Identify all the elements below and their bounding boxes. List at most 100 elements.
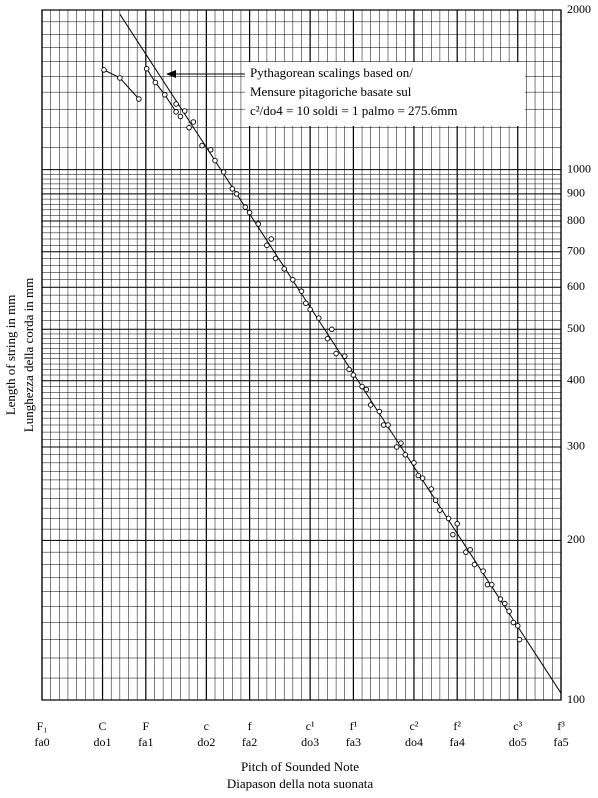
data-point	[454, 520, 460, 527]
y-axis-title: Lunghezza della corda in mm	[21, 278, 36, 433]
data-point	[497, 596, 504, 602]
data-point	[199, 142, 205, 149]
series-line	[103, 69, 140, 100]
y-tick-label: 400	[567, 372, 585, 386]
data-point	[143, 65, 150, 72]
data-point	[402, 452, 409, 458]
data-point	[346, 366, 352, 373]
data-point	[350, 372, 357, 378]
data-point	[445, 515, 452, 522]
data-point	[393, 444, 400, 450]
data-point	[290, 277, 296, 283]
data-point	[411, 460, 417, 466]
y-tick-label: 600	[567, 279, 585, 293]
data-point	[502, 600, 508, 607]
y-tick-label: 900	[567, 186, 585, 200]
data-point	[268, 236, 274, 242]
arrow-head	[166, 70, 176, 78]
data-point	[207, 147, 214, 153]
y-tick-label: 100	[567, 692, 585, 706]
data-point	[342, 353, 348, 359]
data-point	[489, 581, 495, 588]
x-tick-label: fa4	[450, 735, 465, 749]
data-point	[415, 472, 422, 479]
y-tick-label: 500	[567, 321, 585, 335]
data-point	[385, 422, 391, 428]
x-tick-label: fa0	[34, 735, 49, 749]
data-point	[246, 209, 253, 216]
data-point	[233, 191, 240, 197]
data-point	[190, 119, 197, 125]
data-point	[177, 113, 184, 120]
data-point	[398, 440, 404, 446]
x-tick-label: F	[142, 719, 149, 733]
data-point	[186, 124, 192, 131]
data-point	[467, 547, 473, 553]
data-point	[376, 408, 383, 415]
data-point	[463, 549, 469, 555]
data-point	[324, 335, 331, 342]
data-point	[506, 608, 512, 615]
x-tick-label: do5	[509, 735, 527, 749]
y-tick-label: 700	[567, 244, 585, 258]
data-point	[515, 623, 521, 629]
data-point	[117, 75, 123, 81]
x-tick-label: c³	[513, 719, 522, 733]
x-tick-label: fa5	[553, 735, 568, 749]
data-point	[136, 96, 142, 102]
annotation-box	[245, 62, 525, 126]
data-point	[363, 386, 370, 393]
y-axis-title: Length of string in mm	[3, 295, 18, 416]
data-point	[229, 186, 236, 192]
data-point	[471, 561, 478, 568]
annotation-line: Pythagorean scalings based on/	[250, 65, 413, 80]
x-tick-label: fa1	[138, 735, 153, 749]
data-point	[450, 531, 456, 538]
data-point	[281, 266, 287, 272]
y-tick-label: 2000	[567, 2, 591, 16]
x-tick-label: f	[248, 719, 252, 733]
annotation-line: c²/do4 = 10 soldi = 1 palmo = 275.6mm	[250, 103, 458, 118]
data-point	[255, 221, 261, 227]
y-tick-label: 300	[567, 439, 585, 453]
annotation-line: Mensure pitagoriche basate sul	[250, 84, 412, 99]
x-axis-title: Pitch of Sounded Note	[241, 759, 359, 774]
x-tick-label: do3	[301, 735, 319, 749]
data-point	[303, 300, 309, 306]
data-point	[181, 108, 188, 114]
data-point	[316, 315, 322, 321]
x-tick-label: do2	[197, 735, 215, 749]
data-point	[432, 497, 439, 504]
data-point	[242, 204, 249, 210]
data-point	[101, 67, 107, 73]
data-point	[419, 475, 426, 481]
data-point	[173, 101, 179, 107]
x-tick-label: c¹	[306, 719, 315, 733]
x-tick-label: c	[204, 719, 209, 733]
x-tick-label: f³	[557, 719, 565, 733]
x-tick-label: fa2	[242, 735, 257, 749]
data-point	[367, 402, 374, 408]
data-point	[510, 619, 517, 626]
marks	[101, 13, 562, 694]
plot-frame	[41, 9, 562, 701]
data-point	[212, 157, 218, 164]
x-tick-label: C	[99, 719, 107, 733]
data-point	[516, 636, 523, 643]
x-tick-label: fa3	[346, 735, 361, 749]
data-point	[162, 92, 168, 98]
data-point	[272, 255, 279, 262]
x-tick-label: f²	[453, 719, 461, 733]
x-tick-label: F₁	[37, 719, 48, 733]
series-line	[146, 68, 177, 113]
data-point	[307, 306, 313, 313]
y-tick-label: 800	[567, 213, 585, 227]
series-line	[119, 13, 562, 694]
x-tick-label: f¹	[350, 719, 358, 733]
x-tick-label: do4	[405, 735, 423, 749]
x-axis-title: Diapason della nota suonata	[227, 776, 373, 791]
data-point	[480, 568, 486, 574]
data-point	[298, 288, 305, 294]
data-point	[173, 109, 179, 115]
